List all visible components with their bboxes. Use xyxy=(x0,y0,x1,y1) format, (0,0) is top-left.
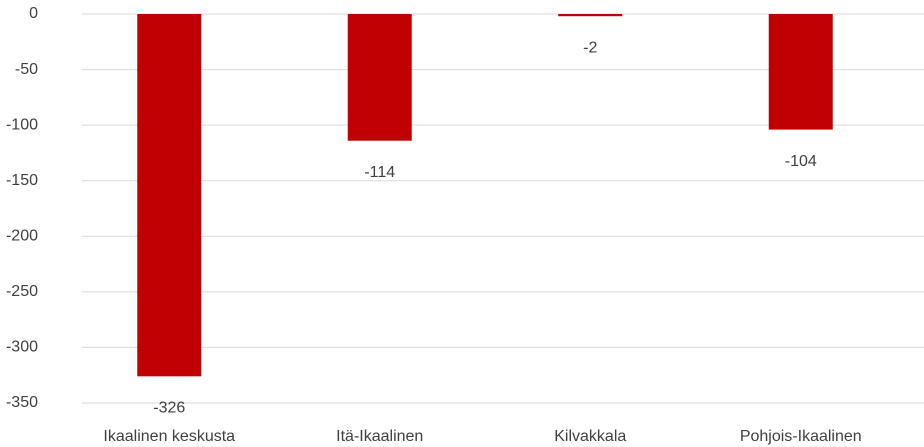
data-label: -2 xyxy=(583,39,597,56)
data-label: -326 xyxy=(153,400,185,417)
x-tick-label: Kilvakkala xyxy=(554,428,626,445)
y-tick-label: -200 xyxy=(6,228,38,245)
bar xyxy=(137,14,202,377)
y-tick-label: -300 xyxy=(6,339,38,356)
y-tick-label: -350 xyxy=(6,394,38,411)
bar xyxy=(347,14,412,141)
y-tick-label: -100 xyxy=(6,116,38,133)
data-label: -114 xyxy=(364,164,395,181)
y-tick-label: -150 xyxy=(6,172,38,189)
bar xyxy=(558,14,623,17)
y-tick-label: -50 xyxy=(15,61,38,78)
x-tick-label: Pohjois-Ikaalinen xyxy=(740,428,862,445)
y-tick-label: 0 xyxy=(29,5,38,22)
bar xyxy=(768,14,833,130)
y-tick-label: -250 xyxy=(6,283,38,300)
x-tick-label: Ikaalinen keskusta xyxy=(103,428,235,445)
x-tick-label: Itä-Ikaalinen xyxy=(336,428,423,445)
data-label: -104 xyxy=(785,153,817,170)
